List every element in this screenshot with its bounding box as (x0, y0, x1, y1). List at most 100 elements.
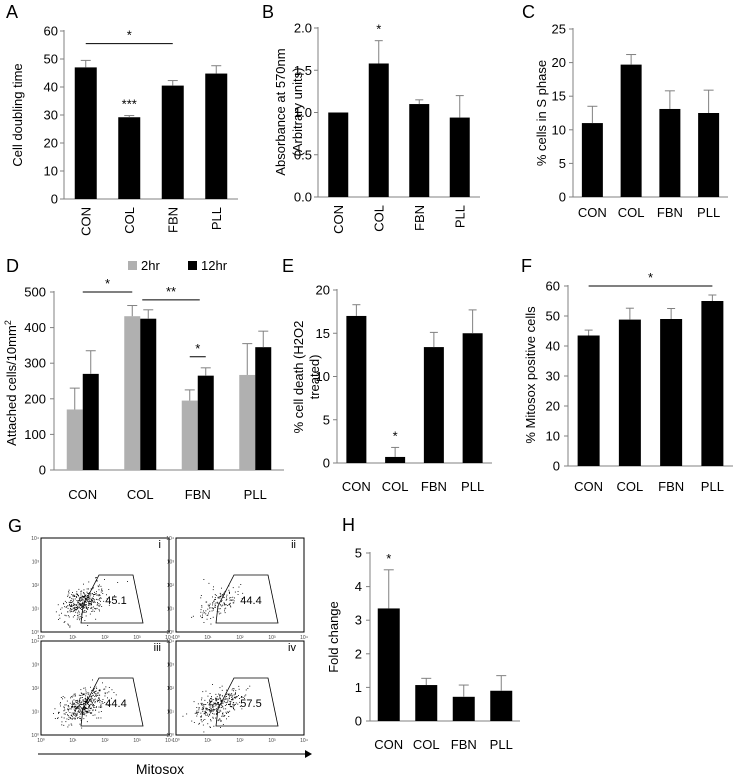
flow-event-dot (97, 594, 99, 596)
x-tick-label: CON (578, 205, 607, 220)
flow-event-dot (102, 703, 104, 704)
flow-event-dot (85, 604, 87, 605)
y-tick-label: 2.0 (294, 21, 312, 36)
flow-event-dot (90, 600, 92, 602)
flow-event-dot (75, 605, 77, 607)
flow-event-dot (229, 592, 230, 594)
flow-event-dot (61, 724, 63, 726)
bar-col (620, 64, 642, 197)
flow-event-dot (192, 615, 194, 617)
flow-event-dot (221, 699, 223, 701)
flow-event-dot (91, 704, 93, 705)
flow-event-dot (96, 580, 98, 582)
flow-event-dot (80, 706, 81, 708)
flow-event-dot (201, 721, 203, 723)
flow-event-dot (98, 694, 100, 696)
flow-event-dot (200, 719, 202, 720)
flow-event-dot (85, 698, 87, 700)
flow-event-dot (231, 693, 233, 695)
flow-event-dot (219, 697, 220, 699)
flow-event-dot (220, 593, 222, 595)
flow-event-dot (77, 703, 79, 705)
flow-event-dot (74, 713, 76, 715)
flow-event-dot (77, 612, 79, 614)
flow-event-dot (222, 701, 224, 703)
flow-event-dot (97, 700, 99, 702)
flow-event-dot (87, 694, 89, 696)
panel-label-f: F (521, 256, 532, 276)
flow-x-tick-label: 10¹ (204, 635, 212, 641)
flow-event-dot (245, 694, 247, 696)
flow-event-dot (82, 596, 83, 598)
flow-event-dot (227, 712, 229, 714)
flow-event-dot (216, 711, 218, 712)
flow-event-dot (214, 703, 216, 705)
flow-event-dot (79, 617, 81, 619)
flow-event-dot (72, 712, 74, 714)
flow-y-tick-label: 10¹ (32, 710, 40, 716)
flow-event-dot (69, 596, 71, 598)
flow-event-dot (201, 708, 203, 710)
flow-y-tick-label: 10¹ (32, 607, 40, 613)
flow-event-dot (215, 697, 217, 699)
flow-event-dot (74, 609, 76, 611)
y-tick-label: 0 (323, 456, 330, 471)
flow-event-dot (90, 593, 92, 594)
bar-2hr-col (124, 316, 141, 470)
flow-event-dot (79, 700, 81, 702)
flow-event-dot (209, 610, 211, 612)
flow-event-dot (211, 696, 212, 697)
flow-y-tick-label: 10⁴ (31, 536, 39, 542)
flow-event-dot (76, 705, 78, 707)
flow-event-dot (82, 701, 84, 703)
flow-event-dot (82, 709, 83, 711)
flow-event-dot (217, 708, 219, 710)
flow-event-dot (208, 605, 210, 607)
y-tick-label: 5 (323, 412, 330, 427)
flow-event-dot (89, 706, 90, 708)
flow-event-dot (84, 603, 85, 605)
flow-event-dot (226, 596, 227, 598)
flow-event-dot (82, 710, 84, 712)
flow-event-dot (99, 597, 100, 599)
flow-event-dot (97, 701, 98, 703)
x-tick-label: COL (371, 205, 386, 232)
flow-event-dot (78, 705, 80, 707)
flow-event-dot (60, 705, 61, 707)
flow-y-tick-label: 10³ (167, 560, 175, 566)
flow-event-dot (220, 710, 222, 712)
flow-event-dot (108, 589, 110, 590)
x-tick-label: PLL (244, 487, 267, 502)
flow-event-dot (77, 593, 78, 595)
flow-event-dot (85, 697, 86, 699)
x-tick-label: COL (413, 737, 440, 752)
flow-event-dot (240, 584, 242, 585)
flow-event-dot (99, 689, 101, 691)
flow-event-dot (234, 704, 236, 705)
flow-event-dot (82, 603, 84, 604)
flow-event-dot (85, 605, 86, 607)
flow-event-dot (83, 703, 85, 705)
flow-event-dot (197, 712, 199, 713)
flow-event-dot (99, 700, 101, 701)
flow-event-dot (218, 613, 220, 615)
bar-fbn (660, 319, 683, 466)
flow-event-dot (96, 591, 97, 593)
flow-event-dot (63, 724, 65, 726)
bar-pll (462, 333, 483, 463)
flow-event-dot (223, 699, 225, 701)
bar-12hr-con (82, 373, 99, 470)
flow-event-dot (82, 693, 84, 695)
flow-event-dot (68, 706, 70, 708)
significance-marker: * (648, 270, 653, 285)
flow-event-dot (219, 694, 221, 696)
flow-event-dot (79, 701, 80, 703)
flow-x-tick-label: 10⁰ (37, 635, 45, 641)
flow-event-dot (82, 712, 84, 714)
flow-event-dot (73, 607, 75, 609)
y-tick-label: 40 (546, 339, 560, 354)
flow-event-dot (208, 704, 210, 706)
x-tick-label: COL (122, 207, 137, 234)
flow-event-dot (219, 694, 221, 696)
flow-event-dot (219, 596, 221, 598)
